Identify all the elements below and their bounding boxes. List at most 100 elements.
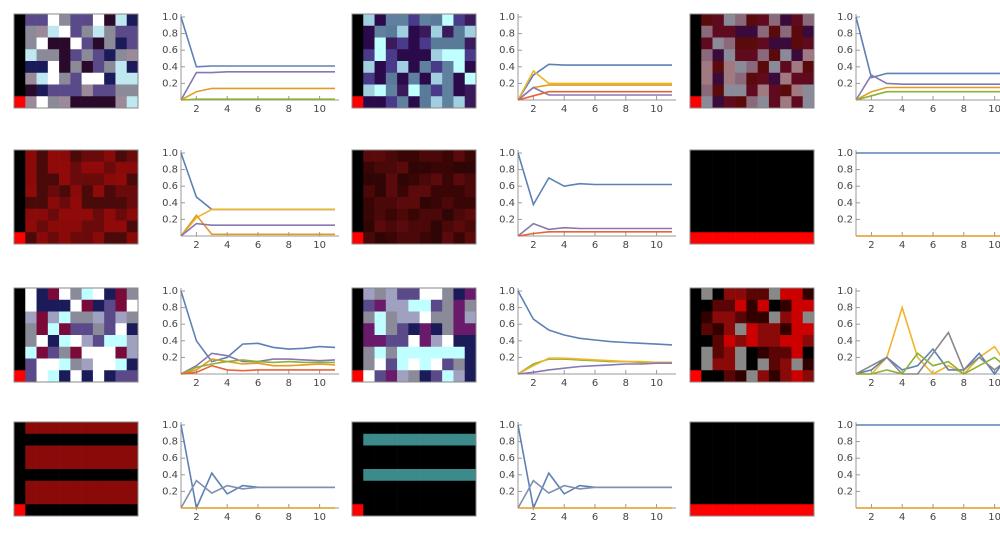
- pixel-cell: [385, 358, 398, 371]
- pixel-cell: [430, 457, 443, 470]
- pixel-cell: [723, 72, 736, 85]
- pixel-cell: [70, 433, 82, 446]
- x-tick-label: 10: [988, 104, 1000, 115]
- pixel-cell: [768, 25, 781, 38]
- pixel-cell: [363, 14, 375, 27]
- pixel-cell: [14, 37, 26, 50]
- pixel-cell: [70, 299, 82, 312]
- pixel-cell: [802, 208, 815, 221]
- pixel-cell: [442, 197, 454, 210]
- pixel-cell: [442, 445, 454, 458]
- pixel-cell: [36, 61, 49, 74]
- pixel-cell: [723, 370, 736, 383]
- pixel-cell: [47, 37, 60, 50]
- pixel-cell: [690, 288, 702, 301]
- x-tick-label: 4: [561, 240, 567, 251]
- pixel-cell: [791, 311, 804, 324]
- pixel-cell: [791, 173, 804, 186]
- pixel-cell: [363, 311, 375, 324]
- pixel-cell: [464, 49, 477, 62]
- pixel-cell: [81, 346, 94, 359]
- pixel-cell: [723, 14, 736, 27]
- x-tick-label: 6: [255, 240, 261, 251]
- pixel-cell: [397, 14, 409, 27]
- x-tick-label: 6: [930, 104, 936, 115]
- pixel-cell: [746, 49, 758, 62]
- pixel-cell: [374, 37, 387, 50]
- pixel-cell: [735, 72, 747, 85]
- pixel-cell: [25, 72, 37, 85]
- pixel-cell: [735, 299, 747, 312]
- pixel-cell: [791, 208, 804, 221]
- pixel-cell: [442, 150, 454, 163]
- pixel-cell: [442, 185, 454, 198]
- pixel-cell: [791, 220, 804, 233]
- series-line: [180, 87, 335, 101]
- pixel-cell: [712, 323, 725, 336]
- pixel-cell: [464, 288, 477, 301]
- y-tick-label: 1.0: [837, 420, 853, 431]
- pixel-cell: [757, 220, 770, 233]
- x-tick-label: 10: [313, 378, 326, 389]
- pixel-cell: [746, 469, 758, 482]
- pixel-cell: [363, 84, 375, 97]
- pixel-cell: [115, 370, 128, 383]
- pixel-cell: [419, 37, 432, 50]
- pixel-cell: [701, 150, 713, 163]
- pixel-cell: [59, 311, 71, 324]
- thumbnail-frame: [689, 421, 815, 517]
- pixel-cell: [47, 480, 60, 493]
- thumbnail-frame: [13, 149, 139, 245]
- series-line: [180, 424, 335, 511]
- y-tick-label: 0.6: [837, 45, 853, 56]
- pixel-cell: [92, 422, 105, 435]
- pixel-cell: [690, 96, 702, 109]
- pixel-cell: [126, 61, 139, 74]
- pixel-cell: [690, 185, 702, 198]
- pixel-cell: [14, 311, 26, 324]
- pixel-cell: [36, 323, 49, 336]
- pixel-cell: [385, 422, 398, 435]
- pixel-cell: [374, 492, 387, 505]
- pixel-cell: [374, 72, 387, 85]
- pixel-cell: [712, 185, 725, 198]
- pixel-cell: [464, 299, 477, 312]
- y-tick-label: 0.2: [837, 214, 853, 225]
- pixel-cell: [47, 220, 60, 233]
- pixel-cell: [723, 433, 736, 446]
- pixel-cell: [385, 197, 398, 210]
- y-tick-label: 1.0: [837, 12, 853, 23]
- pixel-cell: [419, 445, 432, 458]
- x-tick-label: 10: [313, 240, 326, 251]
- pixel-cell: [430, 335, 443, 348]
- pixel-cell: [59, 335, 71, 348]
- pixel-cell: [70, 185, 82, 198]
- pixel-cell: [757, 49, 770, 62]
- pixel-cell: [701, 323, 713, 336]
- pixel-cell: [25, 457, 37, 470]
- x-tick-label: 10: [313, 104, 326, 115]
- pixel-cell: [363, 492, 375, 505]
- pixel-cell: [712, 25, 725, 38]
- pixel-cell: [70, 504, 82, 517]
- pixel-cell: [723, 173, 736, 186]
- pixel-cell: [126, 422, 139, 435]
- pixel-cell: [690, 358, 702, 371]
- pixel-cell: [81, 358, 94, 371]
- pixel-cell: [59, 173, 71, 186]
- series-line: [517, 231, 672, 237]
- pixel-cell: [352, 288, 364, 301]
- pixel-cell: [36, 220, 49, 233]
- pixel-cell: [363, 370, 375, 383]
- pixel-cell: [791, 49, 804, 62]
- pixel-cell: [92, 323, 105, 336]
- pixel-cell: [81, 370, 94, 383]
- pixel-cell: [712, 197, 725, 210]
- y-tick-label: 0.4: [162, 62, 178, 73]
- pixel-cell: [430, 161, 443, 174]
- pixel-cell: [70, 311, 82, 324]
- pixel-cell: [464, 208, 477, 221]
- pixel-cell: [464, 173, 477, 186]
- pixel-cell: [115, 150, 128, 163]
- pixel-cell: [723, 288, 736, 301]
